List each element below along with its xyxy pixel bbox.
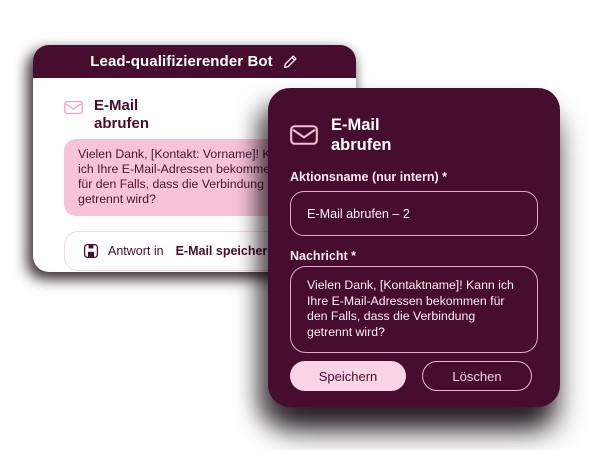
action-name-label: Aktionsname (nur intern) * — [290, 170, 447, 185]
panel-header: E-Mail abrufen — [290, 115, 538, 155]
save-answer-prefix: Antwort in — [108, 244, 164, 259]
save-answer-target: E-Mail speichern — [175, 244, 275, 259]
panel-title: E-Mail abrufen — [331, 116, 392, 155]
save-answer-row[interactable]: Antwort in E-Mail speichern — [64, 231, 306, 272]
action-name-input[interactable] — [290, 191, 538, 237]
message-label: Nachricht * — [290, 249, 356, 264]
bot-title: Lead-qualifizierender Bot — [90, 53, 273, 70]
panel-actions: Speichern Löschen — [290, 361, 538, 392]
email-block-header: E-Mail abrufen — [64, 97, 356, 134]
email-edit-panel: E-Mail abrufen Aktionsname (nur intern) … — [268, 88, 560, 407]
bot-title-bar: Lead-qualifizierender Bot — [33, 45, 356, 78]
message-textarea[interactable]: Vielen Dank, [Kontaktname]! Kann ich Ihr… — [290, 266, 538, 354]
bot-preview-body: E-Mail abrufen Vielen Dank, [Kontakt: Vo… — [33, 78, 356, 272]
floppy-disk-icon — [83, 243, 99, 259]
bot-message-bubble[interactable]: Vielen Dank, [Kontakt: Vorname]! Kann ic… — [64, 138, 306, 217]
envelope-icon — [64, 100, 83, 115]
save-button[interactable]: Speichern — [290, 361, 406, 392]
email-block-title: E-Mail abrufen — [94, 97, 150, 133]
pencil-icon[interactable] — [282, 53, 299, 70]
envelope-icon — [290, 124, 318, 146]
delete-button[interactable]: Löschen — [422, 361, 532, 392]
